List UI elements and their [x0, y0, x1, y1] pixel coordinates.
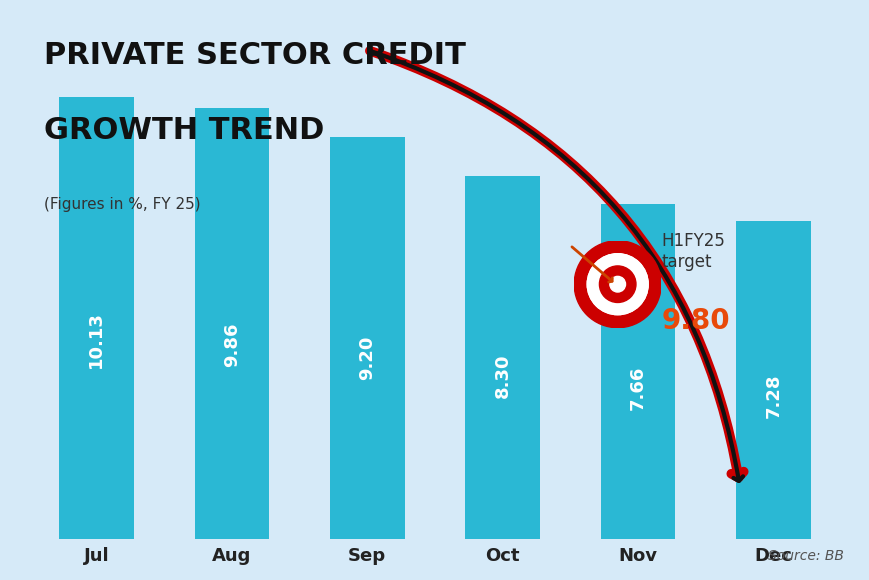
Circle shape: [587, 254, 647, 315]
Circle shape: [574, 241, 660, 328]
Circle shape: [600, 267, 634, 302]
Circle shape: [611, 278, 624, 291]
Text: 8.30: 8.30: [494, 353, 511, 398]
Text: 7.28: 7.28: [764, 374, 782, 418]
Text: GROWTH TREND: GROWTH TREND: [43, 116, 323, 145]
Text: 9.80: 9.80: [660, 307, 729, 335]
Bar: [465, 176, 540, 539]
Bar: [195, 108, 269, 539]
Text: 9.20: 9.20: [358, 336, 375, 380]
Circle shape: [599, 266, 635, 303]
Bar: [600, 204, 674, 539]
Text: Source: BB: Source: BB: [767, 549, 843, 563]
Bar: [735, 221, 810, 539]
Text: 7.66: 7.66: [628, 366, 647, 411]
Text: PRIVATE SECTOR CREDIT: PRIVATE SECTOR CREDIT: [43, 41, 465, 70]
Bar: [59, 97, 134, 539]
Text: H1FY25
target: H1FY25 target: [660, 232, 724, 271]
Text: (Figures in %, FY 25): (Figures in %, FY 25): [43, 197, 200, 212]
Circle shape: [609, 277, 625, 292]
Circle shape: [587, 254, 647, 315]
Bar: [329, 137, 404, 539]
Text: 10.13: 10.13: [87, 311, 105, 368]
Text: 9.86: 9.86: [222, 323, 241, 367]
